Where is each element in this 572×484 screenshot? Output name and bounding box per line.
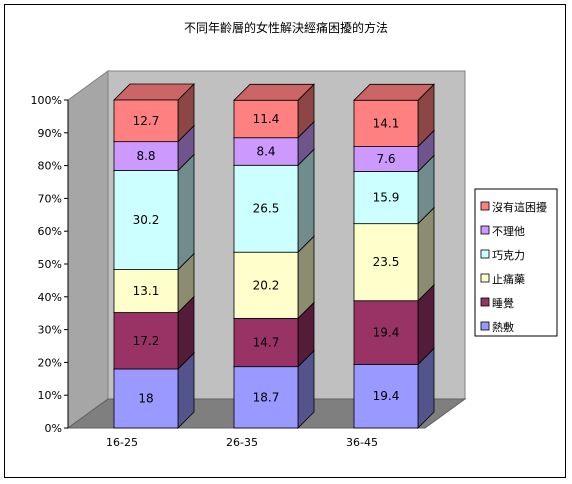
legend-label: 熱敷 [492,320,514,334]
bar-front [233,318,299,368]
y-tick-label: 40% [38,291,62,304]
bar-front [233,137,299,166]
x-tick-label: 36-45 [346,436,378,449]
x-tick-label: 16-25 [106,436,138,449]
bar-stack-16-25: 18 17.2 13.1 30.2 8.8 12.7 [113,83,195,429]
legend-swatch [480,201,490,211]
bar-segment: 11.4 [233,83,315,139]
data-label: 11.4 [253,112,280,126]
x-axis-labels: 16-25 26-35 36-45 [106,436,378,449]
legend-swatch [480,297,490,307]
bar-front [113,141,179,171]
data-label: 15.9 [373,191,400,205]
legend-swatch [480,225,490,235]
data-label: 12.7 [133,114,160,128]
legend-label: 不理他 [492,225,525,238]
y-tick-label: 0% [45,422,62,435]
data-label: 14.7 [253,336,280,350]
y-tick-label: 20% [38,356,62,369]
legend-label: 沒有這困擾 [492,200,547,214]
bar-stack-36-45: 19.4 19.4 23.5 15.9 7.6 14.1 [353,83,435,429]
bar-front [233,99,299,139]
bar-stack-26-35: 18.7 14.7 20.2 26.5 8.4 11.4 [233,83,315,429]
y-tick-label: 80% [38,160,62,173]
y-tick-label: 50% [38,258,62,271]
bar-front [353,223,419,302]
bar-front [233,164,299,253]
chart-title: 不同年齡層的女性解決經痛困擾的方法 [184,20,388,35]
legend-label: 睡覺 [492,297,514,310]
bars: 18 17.2 13.1 30.2 8.8 12.7 18.7 14.7 20.2 26.5 8.4… [113,83,435,429]
data-label: 8.4 [256,144,275,158]
data-label: 17.2 [133,334,160,348]
legend-box [474,188,558,337]
bar-segment: 30.2 [113,153,195,271]
data-label: 19.4 [373,389,400,403]
x-tick-label: 26-35 [226,436,258,449]
bar-segment: 14.1 [353,83,435,148]
y-tick-label: 100% [31,94,62,107]
y-tick-label: 10% [38,389,62,402]
data-label: 30.2 [133,213,160,227]
y-tick-label: 60% [38,225,62,238]
bar-front [113,170,179,270]
y-tick-label: 30% [38,324,62,337]
bar-side [177,153,195,271]
legend-swatch [480,273,490,283]
legend-label: 巧克力 [492,249,525,262]
data-label: 20.2 [253,278,280,292]
bar-front [353,300,419,365]
data-label: 8.8 [136,149,155,163]
data-label: 14.1 [373,116,400,130]
legend-swatch [480,321,490,331]
bar-front [113,99,179,143]
bar-side [297,148,315,254]
data-label: 18 [138,391,153,405]
data-label: 13.1 [133,284,160,298]
legend-swatch [480,249,490,259]
data-label: 23.5 [373,255,400,269]
side-wall [67,70,109,429]
bar-front [233,251,299,319]
legend-label: 止痛藥 [492,272,525,286]
y-tick-label: 70% [38,192,62,205]
y-axis: 0% 10% 20% 30% 40% 50% 60% 70% 80% 90% 100% [31,94,69,435]
bar-segment: 12.7 [113,83,195,143]
y-tick-label: 90% [38,127,62,140]
bar-front [353,99,419,147]
data-label: 18.7 [253,390,280,404]
bar-segment: 15.9 [353,154,435,225]
data-label: 26.5 [253,202,280,216]
bar-front [353,363,419,429]
data-label: 7.6 [376,152,395,166]
bar-front [353,171,419,225]
data-label: 19.4 [373,326,400,340]
